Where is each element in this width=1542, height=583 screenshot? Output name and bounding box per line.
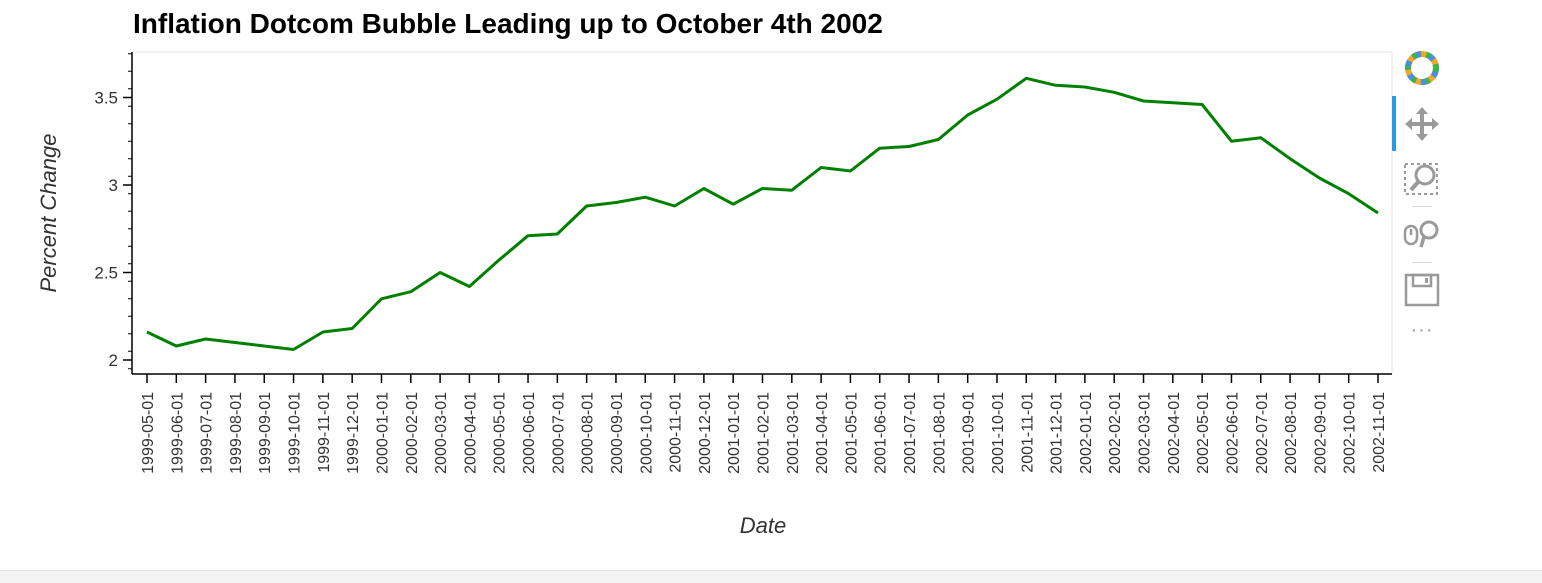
chart: 22.533.5 1999-05-01 1999-06-01 1999-07-01 1… (36, 51, 1393, 538)
x-tick-label: 2001-05-01 (843, 392, 860, 474)
toolbar-divider (1412, 262, 1432, 263)
x-tick-label: 1999-06-01 (169, 392, 186, 474)
x-tick-label: 2001-04-01 (814, 392, 831, 474)
x-tick-label: 1999-07-01 (199, 392, 216, 474)
x-tick-label: 2000-07-01 (550, 392, 567, 474)
x-tick-label: 2001-02-01 (756, 392, 773, 474)
x-tick-label: 2002-02-01 (1107, 392, 1124, 474)
x-tick-label: 2002-11-01 (1371, 392, 1388, 473)
x-tick-label: 2001-09-01 (961, 392, 978, 474)
x-tick-label: 2001-06-01 (873, 392, 890, 474)
x-tick-label: 2000-12-01 (697, 392, 714, 474)
x-tick-label: 2002-06-01 (1224, 392, 1241, 474)
toolbar-divider (1412, 206, 1432, 207)
x-tick-label: 2001-03-01 (785, 392, 802, 474)
pan-icon[interactable] (1402, 104, 1442, 144)
x-tick-label: 2000-04-01 (462, 392, 479, 474)
x-tick-label: 2001-08-01 (931, 392, 948, 474)
x-tick-label: 2000-10-01 (638, 392, 655, 474)
x-tick-label: 2000-08-01 (580, 392, 597, 474)
y-axis: 2 2.5 3 3.5 (94, 52, 133, 374)
x-tick-label: 1999-05-01 (140, 392, 157, 474)
x-tick-label: 2002-01-01 (1078, 392, 1095, 474)
y-tick-label: 2.5 (94, 264, 118, 283)
chart-title: Inflation Dotcom Bubble Leading up to Oc… (133, 8, 883, 39)
save-icon[interactable] (1402, 270, 1442, 310)
x-tick-label: 1999-11-01 (316, 392, 333, 473)
x-tick-label: 2000-06-01 (521, 392, 538, 474)
bokeh-logo-icon[interactable] (1402, 48, 1442, 88)
y-tick-label: 3 (109, 176, 118, 195)
x-tick-label: 1999-10-01 (287, 392, 304, 474)
x-tick-label: 2002-07-01 (1254, 392, 1271, 474)
bottom-strip (0, 570, 1542, 583)
x-tick-label: 1999-12-01 (345, 392, 362, 474)
x-tick-label: 2000-03-01 (433, 392, 450, 474)
x-tick-label: 2002-09-01 (1312, 392, 1329, 474)
x-tick-label: 1999-08-01 (228, 392, 245, 474)
x-tick-label: 2001-11-01 (1019, 392, 1036, 473)
series-line (146, 76, 1379, 351)
x-tick-label: 2002-04-01 (1166, 392, 1183, 474)
x-axis: 1999-05-01 1999-06-01 1999-07-01 1999-08-01… (132, 373, 1392, 474)
x-tick-label: 2002-10-01 (1342, 392, 1359, 474)
x-tick-label: 2000-05-01 (492, 392, 509, 474)
x-tick-label: 1999-09-01 (257, 392, 274, 474)
x-tick-label: 2000-01-01 (374, 392, 391, 474)
x-tick-label: 2002-03-01 (1137, 392, 1154, 474)
x-tick-label: 2001-12-01 (1049, 392, 1066, 474)
x-tick-label: 2002-05-01 (1195, 392, 1212, 474)
y-tick-label: 2 (109, 351, 118, 370)
x-tick-label: 2000-02-01 (404, 392, 421, 474)
series-group (146, 76, 1379, 351)
plot-area (131, 51, 1393, 375)
box-zoom-icon[interactable] (1402, 159, 1442, 199)
x-tick-label: 2002-08-01 (1283, 392, 1300, 474)
active-tool-indicator (1392, 96, 1396, 151)
x-tick-label: 2001-07-01 (902, 392, 919, 474)
x-tick-label: 2001-01-01 (726, 392, 743, 474)
y-tick-label: 3.5 (94, 89, 118, 108)
wheel-zoom-icon[interactable] (1402, 214, 1442, 254)
toolbar: ··· (1392, 48, 1452, 348)
x-tick-label: 2000-11-01 (668, 392, 685, 473)
x-tick-label: 2001-10-01 (990, 392, 1007, 474)
more-icon[interactable]: ··· (1410, 318, 1434, 341)
x-tick-label: 2000-09-01 (609, 392, 626, 474)
x-axis-label: Date (740, 513, 786, 538)
y-axis-label: Percent Change (36, 134, 61, 293)
